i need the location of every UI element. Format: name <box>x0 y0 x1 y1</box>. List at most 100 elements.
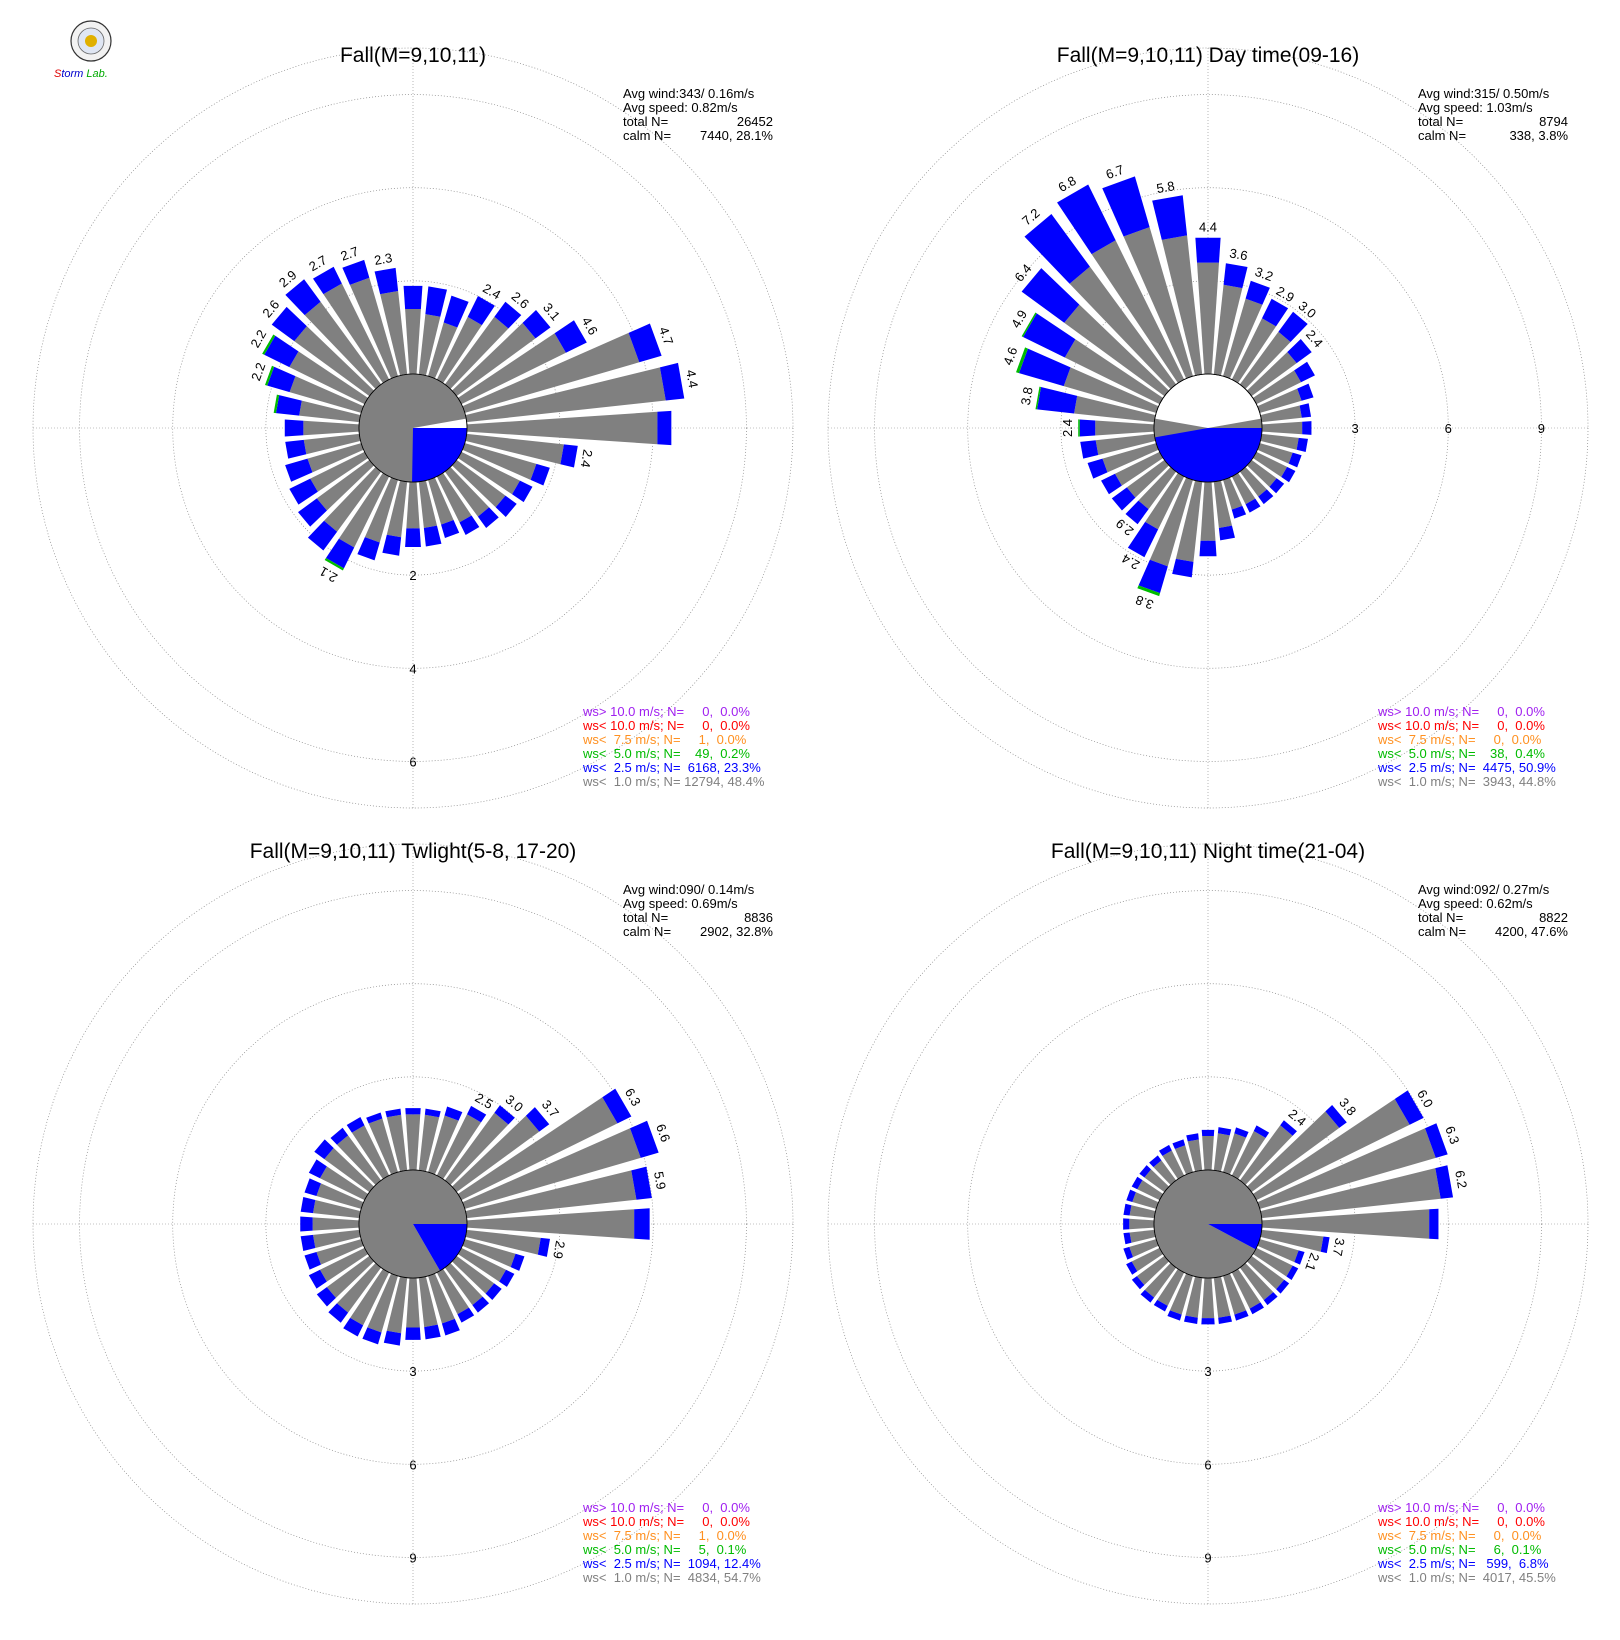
bar-blue-240 <box>1126 1261 1138 1275</box>
bar-gray-320 <box>304 301 382 390</box>
bar-gray-60 <box>1252 1098 1410 1201</box>
ring-label: 6 <box>409 1457 416 1472</box>
legend-entry: ws< 5.0 m/s; N= 5, 0.1% <box>582 1542 747 1557</box>
legend-entry: ws> 10.0 m/s; N= 0, 0.0% <box>582 1500 750 1515</box>
bar-gray-130 <box>1246 1255 1285 1290</box>
bar-gray-160 <box>1223 477 1243 510</box>
bar-gray-290 <box>289 376 364 413</box>
bar-gray-310 <box>324 1147 375 1193</box>
bar-blue-240 <box>308 1269 327 1289</box>
bar-blue-0 <box>405 1108 421 1115</box>
logo-seal-center <box>85 35 97 47</box>
ring-label: 6 <box>409 754 416 769</box>
calm-outline <box>358 1169 468 1279</box>
bar-blue-330 <box>1158 1144 1172 1156</box>
bar-blue-140 <box>1263 1292 1278 1306</box>
bar-blue-100 <box>1296 437 1308 452</box>
bar-gray-30 <box>1231 318 1277 384</box>
bar-label: 3.7 <box>1330 1237 1348 1257</box>
bar-label: 6.3 <box>622 1085 644 1108</box>
bar-blue-210 <box>343 1317 364 1337</box>
bar-blue-260 <box>285 439 307 459</box>
bar-gray-20 <box>428 1115 459 1175</box>
bar-blue-200 <box>362 1327 382 1345</box>
bar-gray-90 <box>466 411 658 445</box>
bar-blue-130 <box>485 1283 502 1301</box>
bar-blue-40 <box>494 1105 515 1125</box>
bar-green-300 <box>262 334 276 355</box>
info-line: Avg speed: 0.62m/s <box>1418 896 1533 911</box>
bar-blue-190 <box>383 1330 402 1346</box>
bar-label: 5.9 <box>651 1170 669 1190</box>
info-line: calm N= <box>1418 128 1466 143</box>
bar-blue-210 <box>325 538 355 569</box>
bar-gray-100 <box>465 1229 541 1255</box>
bar-label: 2.2 <box>248 361 268 383</box>
bar-label: 2.3 <box>373 250 393 268</box>
bar-label: 2.7 <box>338 243 360 263</box>
info-line: Avg wind:343/ 0.16m/s <box>623 86 755 101</box>
bar-label: 3.8 <box>1018 386 1036 406</box>
bar-gray-270 <box>1129 1218 1155 1230</box>
bar-gray-70 <box>1257 1128 1436 1209</box>
bar-gray-210 <box>1145 472 1185 530</box>
bar-blue-100 <box>537 1237 551 1257</box>
bar-gray-210 <box>350 1268 390 1326</box>
bar-blue-290 <box>1126 1189 1136 1203</box>
bar-blue-340 <box>342 259 370 285</box>
bar-gray-100 <box>1260 433 1299 450</box>
bar-blue-290 <box>304 1178 321 1196</box>
bar-gray-240 <box>1114 451 1164 486</box>
bar-gray-40 <box>444 316 509 390</box>
bar-blue-260 <box>1080 440 1099 459</box>
bar-gray-200 <box>364 477 398 543</box>
bar-label: 5.8 <box>1155 178 1175 196</box>
info-line: calm N= <box>623 924 671 939</box>
bar-blue-310 <box>271 306 307 342</box>
bar-blue-120 <box>1281 466 1296 483</box>
bar-blue-160 <box>441 1318 460 1336</box>
bar-blue-90 <box>634 1208 650 1240</box>
bar-blue-80 <box>659 362 685 401</box>
bar-blue-170 <box>1218 525 1235 541</box>
bar-blue-20 <box>444 1106 463 1121</box>
bar-blue-20 <box>1245 280 1270 305</box>
bar-blue-270 <box>300 1216 313 1232</box>
bar-green-280 <box>273 394 280 414</box>
legend-entry: ws> 10.0 m/s; N= 0, 0.0% <box>582 704 750 719</box>
legend-entry: ws< 10.0 m/s; N= 0, 0.0% <box>582 1514 750 1529</box>
ring-label: 6 <box>1445 421 1452 436</box>
bar-gray-170 <box>1213 1276 1231 1318</box>
bar-blue-50 <box>1325 1104 1347 1128</box>
bar-green-210 <box>324 558 344 571</box>
bar-blue-300 <box>1131 1176 1143 1190</box>
bar-blue-140 <box>1258 489 1274 505</box>
bar-blue-90 <box>657 410 672 446</box>
bar-blue-150 <box>459 515 480 535</box>
bar-blue-280 <box>1037 386 1078 414</box>
bar-gray-200 <box>1169 1273 1193 1315</box>
bar-blue-350 <box>1186 1133 1199 1142</box>
bar-blue-70 <box>628 323 662 363</box>
bar-gray-280 <box>1129 1205 1156 1219</box>
bar-blue-320 <box>1024 214 1090 284</box>
bar-gray-230 <box>1136 1255 1170 1286</box>
bar-gray-260 <box>313 1229 361 1248</box>
legend-entry: ws< 2.5 m/s; N= 4475, 50.9% <box>1377 760 1556 775</box>
bar-gray-80 <box>465 367 666 423</box>
bar-blue-100 <box>560 444 578 468</box>
bar-gray-220 <box>1138 466 1177 510</box>
legend-entry: ws< 5.0 m/s; N= 49, 0.2% <box>582 746 750 761</box>
bar-gray-210 <box>338 472 390 548</box>
bar-gray-100 <box>465 433 564 465</box>
bar-gray-150 <box>436 472 472 523</box>
bar-blue-250 <box>1087 458 1108 479</box>
bar-blue-150 <box>457 1307 475 1323</box>
bar-blue-340 <box>366 1112 383 1124</box>
bar-label: 4.9 <box>1008 307 1030 330</box>
bar-label: 2.2 <box>247 327 269 350</box>
bar-green-290 <box>1016 347 1028 374</box>
bar-gray-330 <box>1091 240 1185 384</box>
info-line: total N= <box>623 910 668 925</box>
bar-blue-150 <box>1245 498 1261 513</box>
